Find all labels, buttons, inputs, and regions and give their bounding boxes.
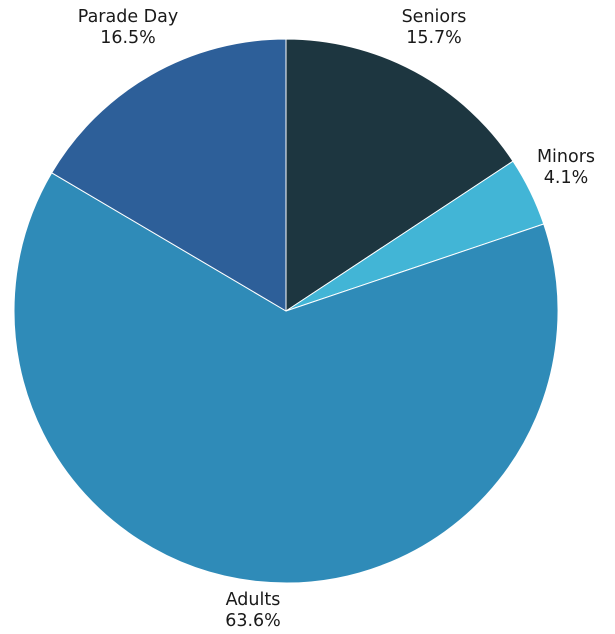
pie-slice-parade-day: [51, 38, 287, 312]
slice-value-label-adults: 63.6%: [225, 611, 281, 631]
pie-slice-adults: [13, 172, 559, 584]
slice-label-adults: Adults: [226, 590, 281, 610]
slice-value-label-parade-day: 16.5%: [100, 28, 156, 48]
slice-label-minors: Minors: [537, 147, 595, 167]
slice-value-label-seniors: 15.7%: [406, 28, 462, 48]
slice-label-seniors: Seniors: [402, 7, 467, 27]
slice-value-label-minors: 4.1%: [544, 168, 588, 188]
pie-slices: [13, 38, 559, 584]
slice-label-parade-day: Parade Day: [78, 7, 178, 27]
pie-slice-seniors: [285, 38, 514, 312]
